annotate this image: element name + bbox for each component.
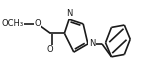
Text: N: N (89, 39, 95, 48)
Text: OCH₃: OCH₃ (2, 19, 24, 28)
Text: N: N (66, 9, 72, 18)
Text: O: O (34, 19, 41, 28)
Text: O: O (47, 45, 54, 54)
